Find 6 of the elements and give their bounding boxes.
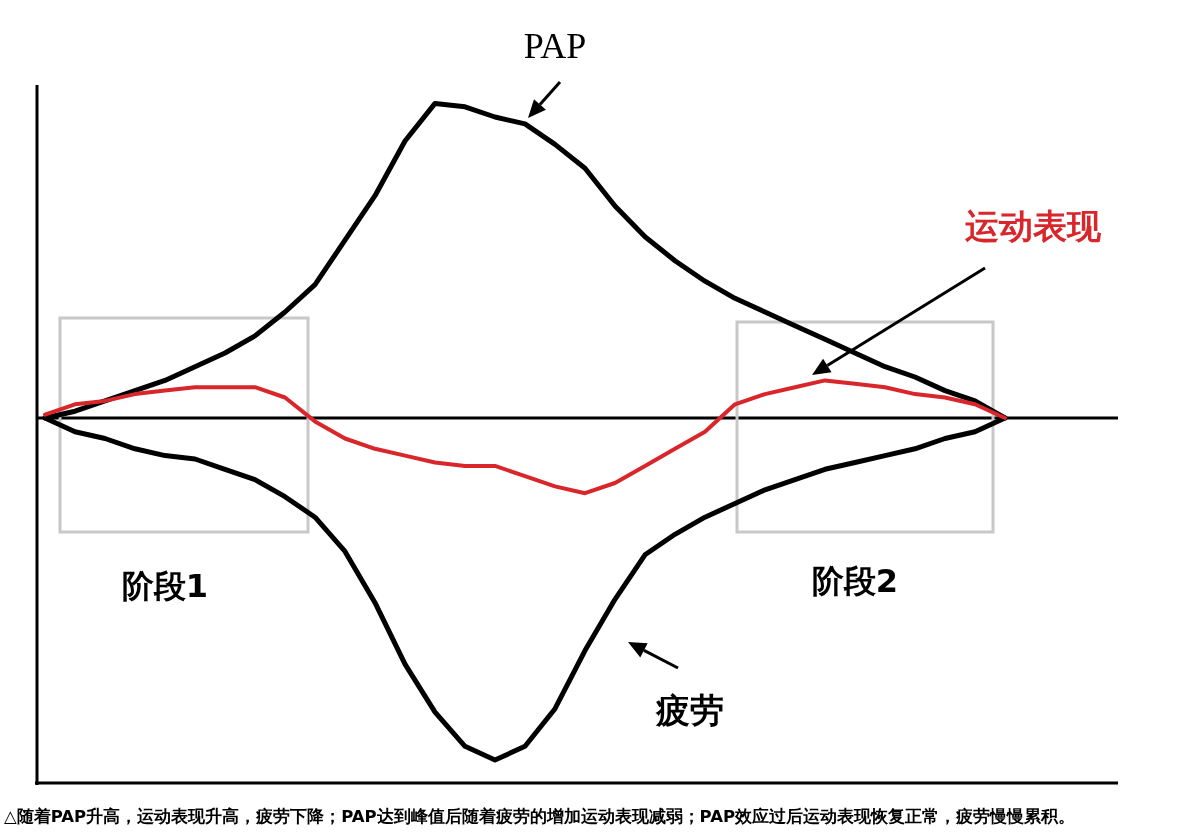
text: 运动表现 (964, 206, 1102, 246)
series-label: PAP (523, 26, 587, 66)
legend-label: 疲劳 (655, 690, 724, 730)
annotation: 阶段2 (811, 562, 899, 600)
annotation: 阶段1 (121, 567, 209, 605)
text: △随着PAP升高，运动表现升高，疲劳下降；PAP达到峰值后随着疲劳的增加运动表现减弱；PAP效应过后运动表现恢复正常，疲劳慢慢累积。 (4, 807, 1076, 826)
